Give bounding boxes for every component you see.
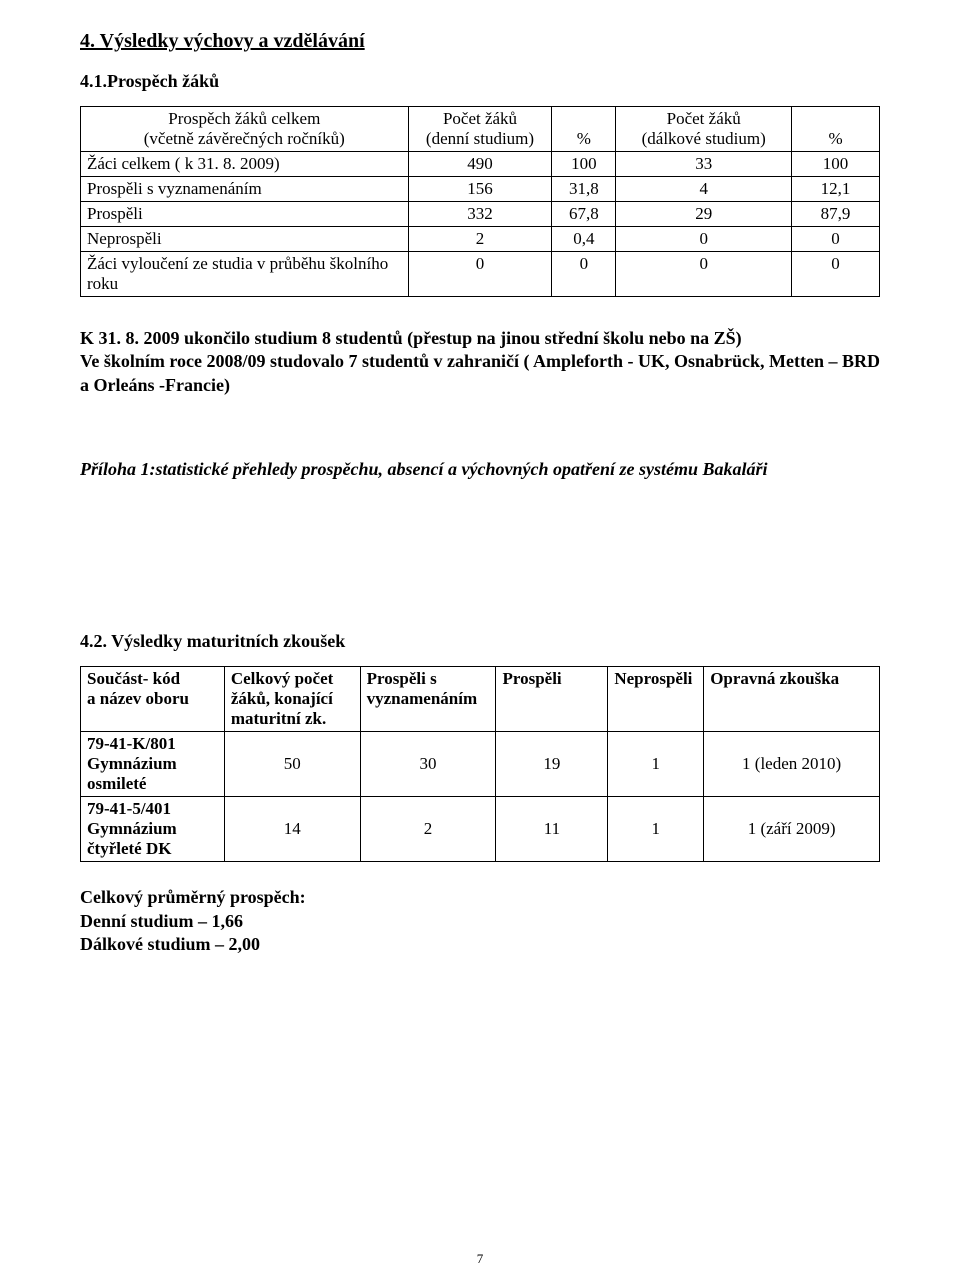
table-header-cell: Počet žáků (denní studium)	[408, 107, 552, 152]
table-header-cell: Celkový počet žáků, konající maturitní z…	[224, 667, 360, 732]
table-cell: 33	[616, 152, 792, 177]
table-header-cell: Neprospěli	[608, 667, 704, 732]
table-cell: 1	[608, 797, 704, 862]
table-cell: 1 (září 2009)	[704, 797, 880, 862]
table-row: Žáci celkem ( k 31. 8. 2009) 490 100 33 …	[81, 152, 880, 177]
table-row: 79-41-5/401 Gymnázium čtyřleté DK 14 2 1…	[81, 797, 880, 862]
table-row: Prospěli 332 67,8 29 87,9	[81, 202, 880, 227]
table-row: Prospěli s vyznamenáním 156 31,8 4 12,1	[81, 177, 880, 202]
summary-block: Celkový průměrný prospěch: Denní studium…	[80, 886, 880, 956]
table-cell: 67,8	[552, 202, 616, 227]
table-header-cell: Součást- kód a název oboru	[81, 667, 225, 732]
table-cell: 29	[616, 202, 792, 227]
table-cell: 31,8	[552, 177, 616, 202]
table-cell: 0	[792, 227, 880, 252]
table-cell: 0	[792, 252, 880, 297]
table-cell: 79-41-5/401 Gymnázium čtyřleté DK	[81, 797, 225, 862]
table-cell: Prospěli	[81, 202, 409, 227]
table-cell: 12,1	[792, 177, 880, 202]
table-row: Neprospěli 2 0,4 0 0	[81, 227, 880, 252]
table-cell: 4	[616, 177, 792, 202]
table-cell: 100	[552, 152, 616, 177]
table-cell: 0,4	[552, 227, 616, 252]
table-cell: 1	[608, 732, 704, 797]
table-cell: 79-41-K/801 Gymnázium osmileté	[81, 732, 225, 797]
appendix-label: Příloha 1:statistické přehledy prospěchu…	[80, 459, 767, 479]
table-cell: 0	[616, 252, 792, 297]
table-header-cell: Prospěli s vyznamenáním	[360, 667, 496, 732]
table-cell: 332	[408, 202, 552, 227]
table-cell: Žáci celkem ( k 31. 8. 2009)	[81, 152, 409, 177]
table-cell: 156	[408, 177, 552, 202]
table-cell: 2	[360, 797, 496, 862]
table-header-cell: Opravná zkouška	[704, 667, 880, 732]
table-header-cell: %	[792, 107, 880, 152]
table-cell: Neprospěli	[81, 227, 409, 252]
subsection-4-2: 4.2. Výsledky maturitních zkoušek	[80, 631, 880, 652]
table-header-cell: Prospěch žáků celkem (včetně závěrečných…	[81, 107, 409, 152]
table-cell: Prospěli s vyznamenáním	[81, 177, 409, 202]
table-cell: 0	[552, 252, 616, 297]
section-heading: 4. Výsledky výchovy a vzdělávání	[80, 30, 880, 53]
table-cell: Žáci vyloučení ze studia v průběhu školn…	[81, 252, 409, 297]
table-cell: 87,9	[792, 202, 880, 227]
table-row: 79-41-K/801 Gymnázium osmileté 50 30 19 …	[81, 732, 880, 797]
table-header-cell: Prospěli	[496, 667, 608, 732]
table-cell: 14	[224, 797, 360, 862]
table-cell: 2	[408, 227, 552, 252]
page: 4. Výsledky výchovy a vzdělávání 4.1.Pro…	[0, 0, 960, 1281]
subsection-4-1: 4.1.Prospěch žáků	[80, 71, 880, 92]
table-cell: 0	[408, 252, 552, 297]
table-cell: 100	[792, 152, 880, 177]
table-row: Žáci vyloučení ze studia v průběhu školn…	[81, 252, 880, 297]
table-cell: 50	[224, 732, 360, 797]
table-row: Součást- kód a název oboru Celkový počet…	[81, 667, 880, 732]
table-prospech: Prospěch žáků celkem (včetně závěrečných…	[80, 106, 880, 297]
table-cell: 1 (leden 2010)	[704, 732, 880, 797]
table-cell: 19	[496, 732, 608, 797]
note-text: K 31. 8. 2009 ukončilo studium 8 student…	[80, 327, 880, 397]
table-maturity: Součást- kód a název oboru Celkový počet…	[80, 666, 880, 862]
table-header-cell: Počet žáků (dálkové studium)	[616, 107, 792, 152]
table-cell: 30	[360, 732, 496, 797]
table-cell: 0	[616, 227, 792, 252]
table-row: Prospěch žáků celkem (včetně závěrečných…	[81, 107, 880, 152]
table-cell: 11	[496, 797, 608, 862]
page-number: 7	[0, 1251, 960, 1267]
table-header-cell: %	[552, 107, 616, 152]
table-cell: 490	[408, 152, 552, 177]
